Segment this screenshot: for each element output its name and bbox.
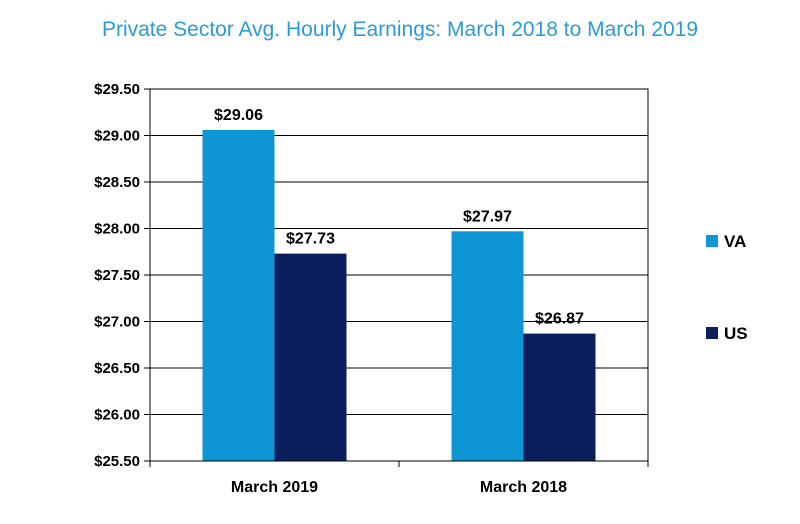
bar-va-0 <box>202 129 275 462</box>
legend-label-va: VA <box>724 232 746 251</box>
data-label: $26.87 <box>535 311 584 328</box>
legend: VA US <box>706 232 748 343</box>
x-category-label: March 2018 <box>480 479 567 496</box>
legend-swatch-va <box>706 235 718 247</box>
y-tick-label: $28.50 <box>94 174 140 191</box>
bar-us-1 <box>523 333 596 461</box>
labels: $25.50 $26.00 $26.50 $27.00 $27.50 $28.00 $28.… <box>94 81 584 496</box>
y-tick-label: $29.50 <box>94 81 140 98</box>
bar-va-1 <box>451 231 524 461</box>
chart-title: Private Sector Avg. Hourly Earnings: Mar… <box>101 18 699 41</box>
y-tick-label: $28.00 <box>94 221 140 238</box>
legend-label-us: US <box>724 324 748 343</box>
y-tick-label: $27.00 <box>94 314 140 331</box>
legend-swatch-us <box>706 327 718 339</box>
data-label: $27.97 <box>463 208 512 225</box>
data-label: $27.73 <box>286 231 335 248</box>
y-tick-label: $27.50 <box>94 267 140 284</box>
bars <box>202 129 596 462</box>
y-tick-label: $26.50 <box>94 360 140 377</box>
y-tick-label: $29.00 <box>94 128 140 145</box>
axes <box>144 88 649 467</box>
x-category-label: March 2019 <box>231 479 318 496</box>
bar-us-0 <box>274 253 347 461</box>
data-label: $29.06 <box>214 107 263 124</box>
y-tick-label: $26.00 <box>94 407 140 424</box>
y-tick-label: $25.50 <box>94 453 140 470</box>
